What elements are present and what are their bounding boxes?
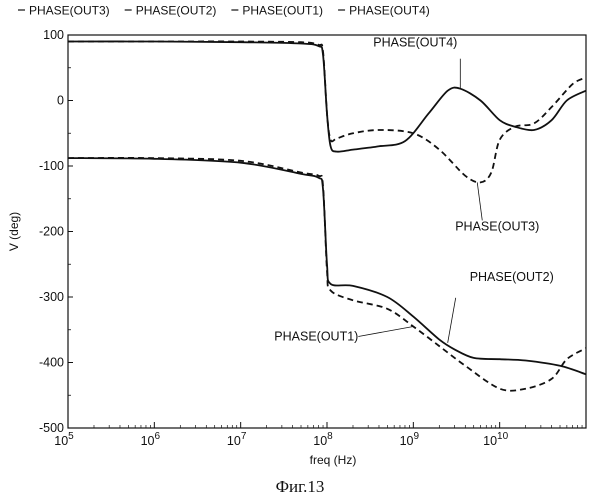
y-tick-label: -500 bbox=[39, 421, 64, 435]
legend-entry: PHASE(OUT1) bbox=[242, 4, 323, 18]
x-tick-label: 106 bbox=[141, 431, 161, 448]
figure-caption: Фиг.13 bbox=[276, 477, 325, 496]
legend-entry: PHASE(OUT2) bbox=[136, 4, 217, 18]
series-phase-out4 bbox=[68, 41, 586, 151]
annotation-label: PHASE(OUT1) bbox=[274, 329, 358, 343]
x-tick-label: 107 bbox=[227, 431, 247, 448]
legend-entry: PHASE(OUT4) bbox=[349, 4, 430, 18]
annotation-leader bbox=[477, 182, 482, 220]
y-tick-label: 100 bbox=[43, 28, 64, 42]
x-axis-label: freq (Hz) bbox=[310, 453, 357, 467]
annotation-layer: PHASE(OUT4) PHASE(OUT3) PHASE(OUT2) PHASE(O… bbox=[274, 36, 553, 344]
x-tick-label: 109 bbox=[400, 431, 420, 448]
annotation-label: PHASE(OUT2) bbox=[470, 270, 554, 284]
y-axis-label: V (deg) bbox=[7, 212, 21, 251]
annotation-leader bbox=[448, 298, 456, 343]
x-tick-label: 108 bbox=[313, 431, 333, 448]
legend-entry: PHASE(OUT3) bbox=[29, 4, 110, 18]
y-tick-label: -300 bbox=[39, 290, 64, 304]
annotation-label: PHASE(OUT3) bbox=[455, 219, 539, 233]
y-tick-label: -100 bbox=[39, 159, 64, 173]
y-tick-label: 0 bbox=[57, 94, 64, 108]
annotation-leader bbox=[358, 326, 413, 336]
x-tick-label: 105 bbox=[54, 431, 74, 448]
y-tick-label: -200 bbox=[39, 225, 64, 239]
y-tick-label: -400 bbox=[39, 356, 64, 370]
annotation-label: PHASE(OUT4) bbox=[373, 36, 457, 50]
x-tick-label: 1010 bbox=[483, 431, 508, 448]
series-phase-out3 bbox=[68, 41, 586, 182]
legend: PHASE(OUT3) PHASE(OUT2) PHASE(OUT1) PHASE(O… bbox=[18, 4, 430, 18]
x-axis: 105 106 107 108 109 1010 bbox=[54, 422, 582, 448]
